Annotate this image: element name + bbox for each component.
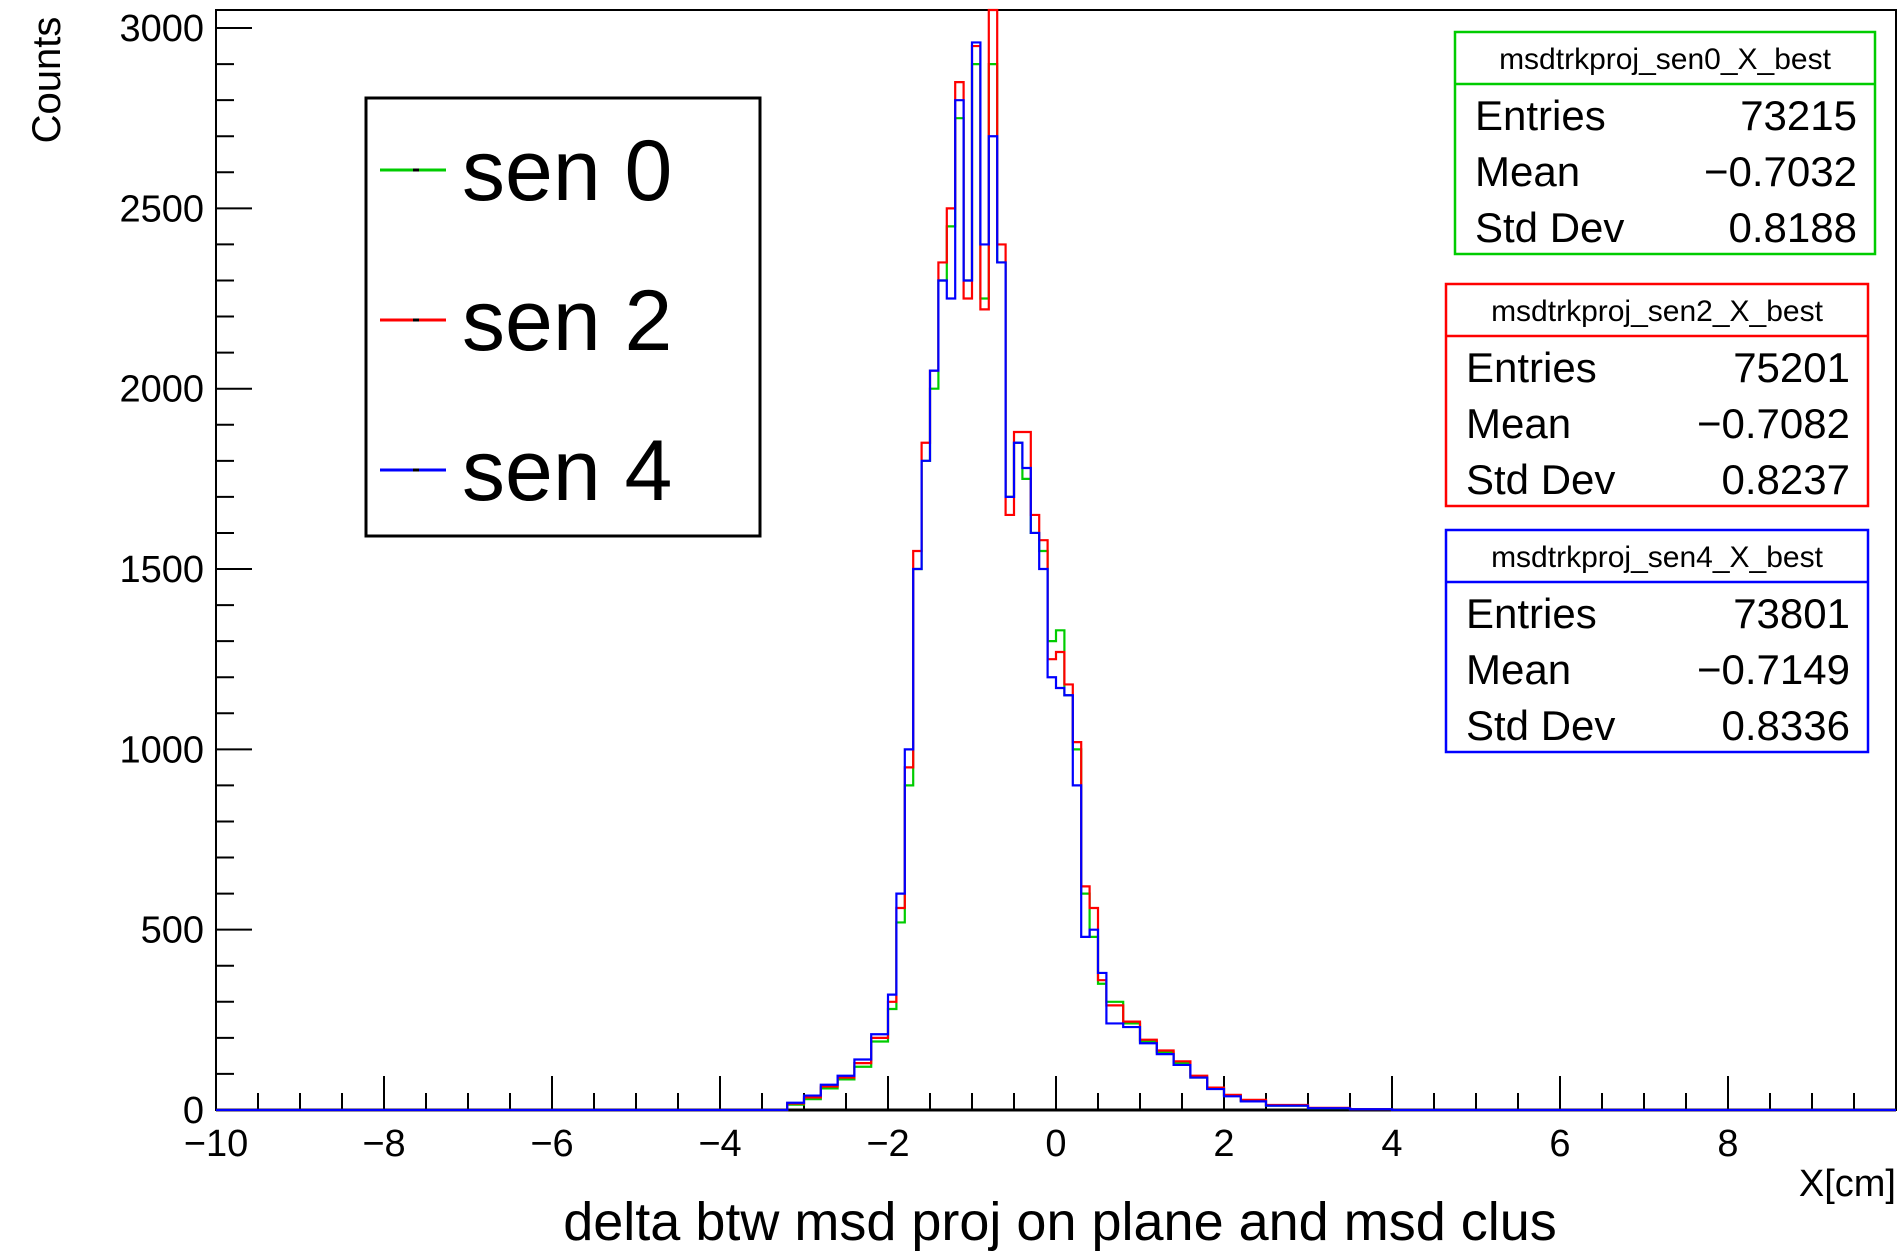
- stats-box: [1453, 30, 1877, 256]
- stats-row-value: 73215: [1740, 92, 1857, 139]
- histogram-series-sen-2: [216, 8, 1896, 1112]
- stats-row-value: −0.7082: [1697, 400, 1850, 447]
- y-tick-label: 1000: [119, 729, 204, 771]
- stats-row-label: Entries: [1466, 344, 1597, 391]
- stats-row-value: 73801: [1733, 590, 1850, 637]
- legend-label: sen 4: [462, 423, 672, 519]
- legend-label: sen 2: [462, 273, 672, 369]
- axis-labels: delta btw msd proj on plane and msd clus…: [25, 17, 1896, 1252]
- x-tick-label: −10: [184, 1123, 248, 1165]
- stats-row-label: Std Dev: [1466, 456, 1615, 503]
- y-axis-title: Counts: [25, 17, 69, 144]
- stats-row-label: Std Dev: [1466, 702, 1615, 749]
- stats-row-value: −0.7149: [1697, 646, 1850, 693]
- x-tick-label: 8: [1717, 1123, 1738, 1165]
- y-tick-label: 3000: [119, 8, 204, 50]
- y-tick-label: 2500: [119, 188, 204, 230]
- y-tick-label: 1500: [119, 549, 204, 591]
- x-tick-label: 4: [1381, 1123, 1402, 1165]
- y-tick-label: 0: [183, 1090, 204, 1132]
- x-tick-label: 0: [1045, 1123, 1066, 1165]
- legend: sen 0 sen 2 sen 4: [364, 96, 762, 538]
- stats-row-label: Mean: [1466, 400, 1571, 447]
- x-tick-label: −8: [362, 1123, 405, 1165]
- stats-row-value: −0.7032: [1704, 148, 1857, 195]
- stats-box-title: msdtrkproj_sen0_X_best: [1499, 43, 1832, 76]
- stats-row-value: 75201: [1733, 344, 1850, 391]
- stats-box-title: msdtrkproj_sen2_X_best: [1491, 295, 1824, 328]
- x-tick-label: −6: [530, 1123, 573, 1165]
- stats-box-title: msdtrkproj_sen4_X_best: [1491, 541, 1824, 574]
- x-tick-label: 6: [1549, 1123, 1570, 1165]
- x-tick-label: −4: [698, 1123, 741, 1165]
- stats-row-label: Entries: [1475, 92, 1606, 139]
- stats-row-value: 0.8336: [1722, 702, 1850, 749]
- histogram-series-sen-4: [216, 41, 1896, 1112]
- x-axis-title: delta btw msd proj on plane and msd clus: [563, 1192, 1557, 1252]
- histogram-series: [216, 8, 1896, 1112]
- stats-row-value: 0.8188: [1729, 204, 1857, 251]
- stats-row-label: Std Dev: [1475, 204, 1624, 251]
- x-tick-label: 2: [1213, 1123, 1234, 1165]
- legend-label: sen 0: [462, 123, 672, 219]
- stats-boxes: msdtrkproj_sen0_X_best Entries 73215 Mean −0…: [1444, 30, 1877, 754]
- stats-row-label: Mean: [1475, 148, 1580, 195]
- stats-row-label: Entries: [1466, 590, 1597, 637]
- y-tick-label: 2000: [119, 369, 204, 411]
- stats-row-label: Mean: [1466, 646, 1571, 693]
- x-axis-unit-label: X[cm]: [1799, 1163, 1896, 1205]
- stats-box: [1444, 528, 1870, 754]
- x-tick-label: −2: [866, 1123, 909, 1165]
- stats-row-value: 0.8237: [1722, 456, 1850, 503]
- stats-box: [1444, 282, 1870, 508]
- y-tick-label: 500: [141, 910, 204, 952]
